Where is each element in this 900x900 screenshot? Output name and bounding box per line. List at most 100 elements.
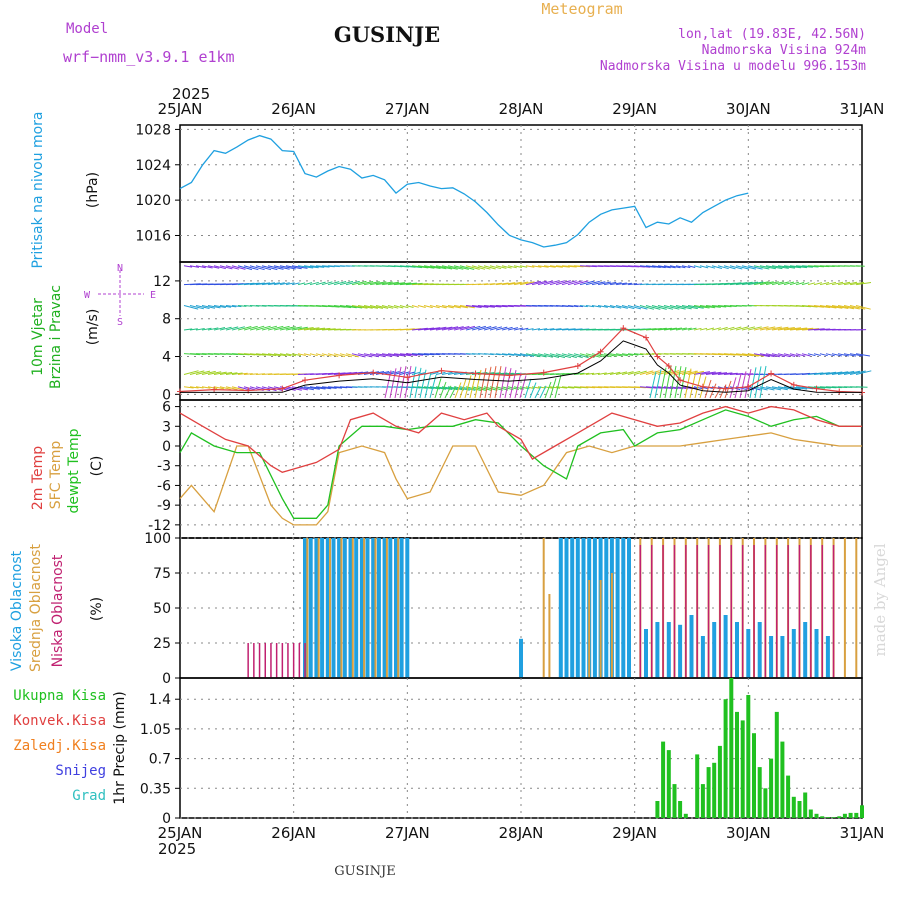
wind-barb — [435, 371, 446, 375]
wind-arrow — [454, 382, 462, 399]
wind-barb — [189, 386, 199, 389]
high-cloud-bar — [581, 538, 586, 678]
wind-barb — [297, 327, 314, 331]
wind-barb — [465, 386, 482, 391]
wind-barb — [525, 386, 535, 390]
wind-barb — [435, 326, 453, 331]
precip-legend-total: Ukupna Kisa — [13, 688, 106, 704]
wind-barb — [651, 304, 667, 310]
mid-cloud-bar — [548, 594, 551, 678]
wind-barb — [657, 265, 671, 269]
high-cloud-bar — [780, 636, 785, 678]
wind-barb — [675, 370, 692, 375]
wind-barb — [201, 265, 213, 269]
wind-barb — [273, 325, 290, 331]
wind-barb — [657, 386, 674, 390]
high-cloud-bar — [735, 622, 739, 678]
wind-arrow — [489, 366, 497, 399]
wind-speed-marker — [768, 370, 775, 377]
wind-barb — [417, 265, 435, 269]
wind-barb — [513, 353, 528, 357]
wind-barb — [681, 304, 698, 310]
wind-barb — [705, 371, 722, 375]
wind-barb — [813, 372, 830, 375]
wind-barb — [525, 265, 535, 268]
low-cloud-bar — [304, 643, 306, 678]
y-tick-label: 0 — [162, 671, 171, 687]
wind-barb — [669, 370, 686, 375]
wind-barb — [717, 372, 733, 375]
temp-unit: (C) — [89, 456, 105, 477]
wind-barb — [525, 353, 541, 358]
wind-barb — [681, 265, 691, 269]
high-cloud-bar — [342, 538, 347, 678]
wind-barb — [297, 386, 314, 391]
wind-ylabel: 10m Vjetar Brzina i Pravac (m/s) N E S W — [30, 263, 156, 389]
mid-cloud-bar — [610, 573, 613, 678]
high-cloud-bar — [337, 538, 342, 678]
wind-barb — [303, 282, 313, 286]
wind-barb — [855, 304, 871, 310]
y-tick-label: 12 — [153, 274, 171, 290]
top-day-labels: 25JAN 26JAN 27JAN 28JAN 29JAN 30JAN 31JAN — [158, 100, 885, 118]
precip-ylabel: Ukupna Kisa Konvek.Kisa Zaledj.Kisa Snij… — [13, 688, 128, 805]
wind-barb — [807, 353, 816, 357]
wind-barb — [585, 280, 600, 286]
wind-arrow — [654, 369, 662, 399]
wind-barb — [195, 328, 205, 331]
wind-barb — [387, 304, 399, 309]
high-cloud-bar — [331, 538, 336, 678]
wind-arrow — [439, 381, 447, 399]
low-cloud-bar — [696, 545, 698, 678]
wind-barb — [453, 304, 468, 309]
high-cloud-bar — [308, 538, 313, 678]
wind-barb — [543, 353, 560, 358]
high-cloud-bar — [666, 622, 671, 678]
wind-barb — [807, 282, 816, 286]
wind-barb — [657, 327, 672, 331]
wind-barb — [519, 265, 528, 268]
wind-barb — [399, 282, 417, 286]
wind-speed-marker — [279, 385, 286, 392]
wind-barb — [237, 304, 247, 307]
wind-barb — [777, 281, 790, 286]
high-cloud-bar — [382, 538, 387, 678]
wind-barb — [753, 265, 770, 270]
wind-barb — [309, 353, 318, 357]
wind-barb — [249, 265, 265, 271]
wind-barb — [405, 304, 414, 308]
high-cloud-bar — [689, 615, 694, 678]
mid-cloud-bar — [588, 580, 591, 678]
compass-e: E — [150, 290, 156, 301]
high-cloud-bar — [615, 538, 620, 678]
low-cloud-bar — [253, 643, 255, 678]
wind-barb — [291, 326, 308, 331]
wind-barb — [363, 304, 379, 309]
wind-barb — [465, 265, 480, 270]
wind-barb — [195, 304, 210, 309]
wind-barb — [501, 282, 516, 286]
pressure-ylabel: Pritisak na nivou mora (hPa) — [30, 111, 101, 268]
wind-barb — [777, 327, 795, 331]
wind-barb — [855, 386, 868, 388]
bottom-day-label: 26JAN — [271, 824, 316, 842]
wind-barb — [603, 353, 618, 357]
wind-barb — [591, 304, 602, 308]
precip-bar — [717, 745, 722, 818]
wind-barb — [477, 326, 492, 331]
wind-arrow — [549, 378, 557, 399]
wind-barb — [723, 326, 735, 331]
precip-bar — [706, 767, 711, 818]
wind-barb — [627, 304, 642, 310]
wind-barb — [231, 326, 245, 331]
wind-barb — [315, 353, 325, 357]
wind-barb — [453, 326, 470, 331]
wind-arrow — [544, 381, 552, 399]
pressure-line — [179, 134, 749, 248]
low-cloud-bar — [810, 545, 812, 678]
wind-barb — [831, 281, 844, 286]
wind-arrow — [709, 383, 717, 399]
wind-barb — [747, 386, 761, 391]
wind-barb — [771, 353, 786, 358]
